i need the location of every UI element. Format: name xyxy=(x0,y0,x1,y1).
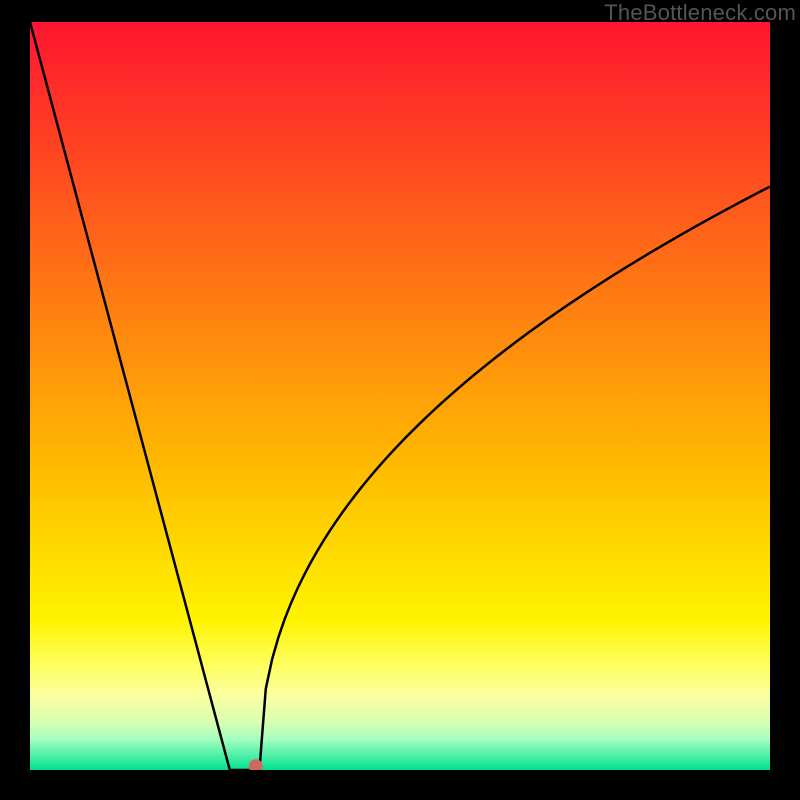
plot-area xyxy=(30,22,770,770)
gradient-background xyxy=(30,22,770,770)
chart-container: TheBottleneck.com xyxy=(0,0,800,800)
